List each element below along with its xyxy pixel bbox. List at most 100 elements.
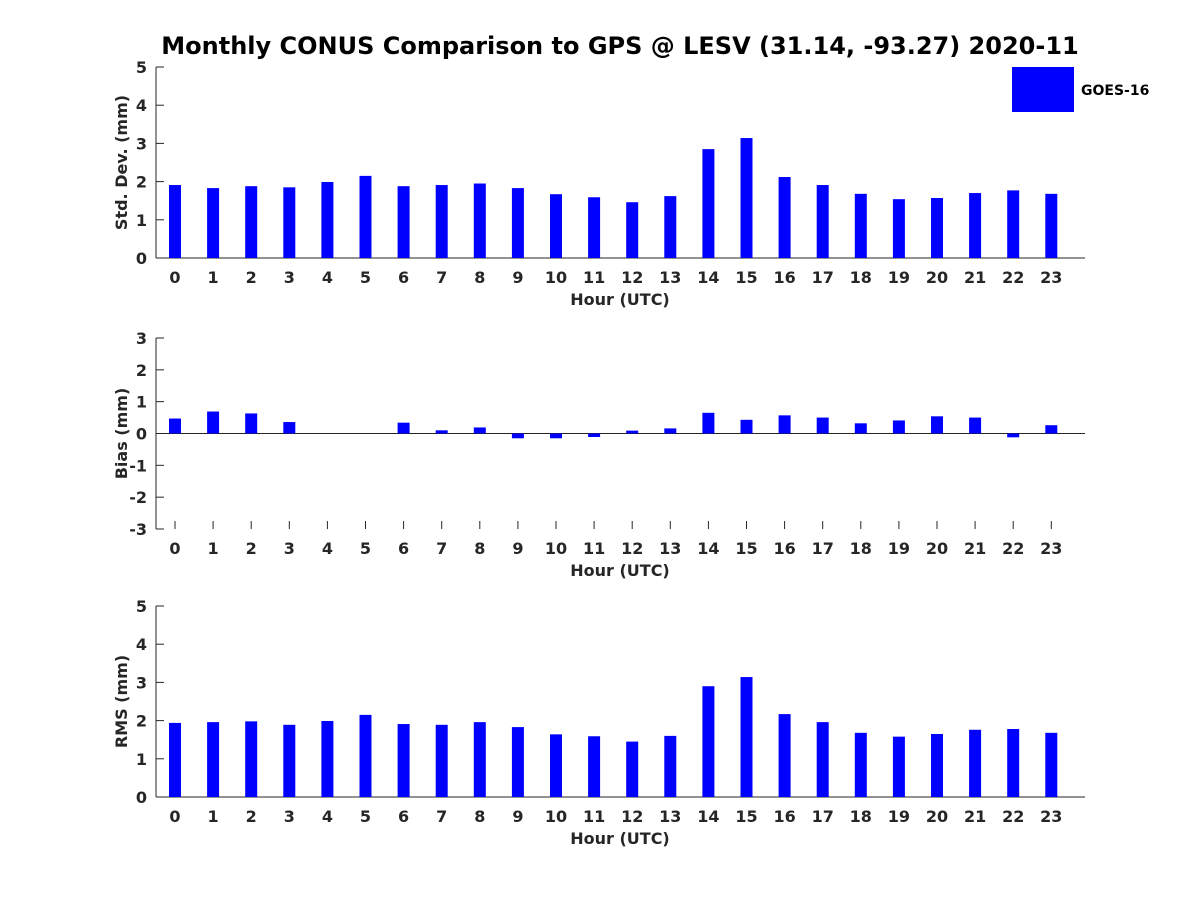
x-tick-label: 2 (246, 807, 257, 826)
bar-hour-4 (321, 720, 334, 797)
bar-hour-9 (511, 433, 524, 439)
x-tick-label: 4 (322, 268, 333, 287)
x-tick-label: 10 (545, 539, 567, 558)
x-tick-label: 6 (398, 807, 409, 826)
bar-hour-6 (397, 422, 410, 434)
x-tick-label: 15 (735, 268, 757, 287)
x-axis-label: Hour (UTC) (570, 561, 670, 580)
x-tick-label: 22 (1002, 807, 1024, 826)
y-tick-label: 2 (136, 361, 147, 380)
bar-hour-1 (207, 411, 220, 434)
bar-hour-14 (702, 149, 715, 258)
x-tick-label: 13 (659, 807, 681, 826)
bar-hour-21 (969, 417, 982, 434)
bar-hour-17 (816, 417, 829, 434)
x-axis-label: Hour (UTC) (570, 290, 670, 309)
x-tick-label: 10 (545, 807, 567, 826)
x-tick-label: 6 (398, 539, 409, 558)
x-tick-label: 11 (583, 539, 605, 558)
bar-hour-3 (283, 187, 296, 258)
x-tick-label: 9 (512, 268, 523, 287)
x-tick-label: 8 (474, 268, 485, 287)
x-tick-label: 21 (964, 807, 986, 826)
x-tick-label: 8 (474, 539, 485, 558)
bar-hour-9 (511, 188, 524, 258)
y-tick-label: 0 (136, 788, 147, 807)
bar-hour-5 (359, 714, 372, 797)
y-axis-label: Std. Dev. (mm) (112, 95, 131, 230)
bar-hour-13 (664, 735, 677, 797)
bar-hour-2 (245, 721, 258, 797)
bar-hour-12 (626, 430, 639, 434)
y-axis-label: Bias (mm) (112, 388, 131, 480)
y-tick-label: -3 (129, 520, 147, 539)
legend-swatch (1012, 67, 1074, 112)
bar-hour-13 (664, 196, 677, 258)
x-tick-label: 3 (284, 807, 295, 826)
bar-hour-15 (740, 419, 753, 434)
x-tick-label: 18 (850, 539, 872, 558)
bar-hour-8 (473, 427, 486, 434)
bar-hour-17 (816, 185, 829, 258)
legend: GOES-16 (1012, 67, 1149, 112)
bar-hour-21 (969, 729, 982, 797)
bar-hour-0 (169, 418, 181, 434)
bar-hour-16 (778, 415, 791, 434)
bar-hour-7 (435, 724, 448, 797)
bar-hour-16 (778, 177, 791, 258)
y-tick-label: 2 (136, 173, 147, 192)
x-tick-label: 4 (322, 539, 333, 558)
bar-hour-0 (169, 722, 181, 797)
x-axis-label: Hour (UTC) (570, 829, 670, 848)
bar-hour-14 (702, 412, 715, 434)
bar-hour-23 (1045, 425, 1058, 434)
x-tick-label: 17 (812, 807, 834, 826)
y-tick-label: 5 (136, 597, 147, 616)
bar-hour-7 (435, 430, 448, 434)
x-tick-label: 18 (850, 268, 872, 287)
bar-hour-15 (740, 138, 753, 258)
x-tick-label: 21 (964, 268, 986, 287)
x-tick-label: 23 (1040, 268, 1062, 287)
bar-hour-13 (664, 428, 677, 434)
x-tick-label: 5 (360, 268, 371, 287)
bar-hour-2 (245, 186, 258, 258)
x-tick-label: 15 (735, 807, 757, 826)
y-tick-label: 1 (136, 750, 147, 769)
x-tick-label: 5 (360, 539, 371, 558)
x-tick-label: 20 (926, 807, 948, 826)
bar-hour-15 (740, 677, 753, 797)
x-tick-label: 2 (246, 268, 257, 287)
bar-hour-19 (892, 199, 905, 258)
x-tick-label: 9 (512, 539, 523, 558)
bar-hour-8 (473, 183, 486, 258)
y-tick-label: 1 (136, 393, 147, 412)
x-tick-label: 0 (169, 807, 180, 826)
x-tick-label: 3 (284, 268, 295, 287)
x-tick-label: 20 (926, 268, 948, 287)
y-tick-label: -2 (129, 488, 147, 507)
x-tick-label: 16 (773, 268, 795, 287)
x-tick-label: 1 (208, 807, 219, 826)
bar-hour-23 (1045, 193, 1058, 258)
bar-hour-5 (359, 175, 372, 258)
bar-hour-11 (588, 736, 601, 797)
bar-hour-17 (816, 722, 829, 797)
bar-hour-18 (854, 732, 867, 797)
bar-hour-12 (626, 202, 639, 258)
x-tick-label: 23 (1040, 807, 1062, 826)
bar-hour-22 (1007, 729, 1020, 797)
x-tick-label: 1 (208, 539, 219, 558)
x-tick-label: 10 (545, 268, 567, 287)
bar-hour-11 (588, 197, 601, 258)
bar-hour-21 (969, 193, 982, 258)
x-tick-label: 0 (169, 539, 180, 558)
bar-hour-10 (550, 433, 562, 439)
bar-hour-22 (1007, 190, 1020, 258)
x-tick-label: 12 (621, 807, 643, 826)
x-tick-label: 9 (512, 807, 523, 826)
bar-hour-16 (778, 714, 791, 797)
